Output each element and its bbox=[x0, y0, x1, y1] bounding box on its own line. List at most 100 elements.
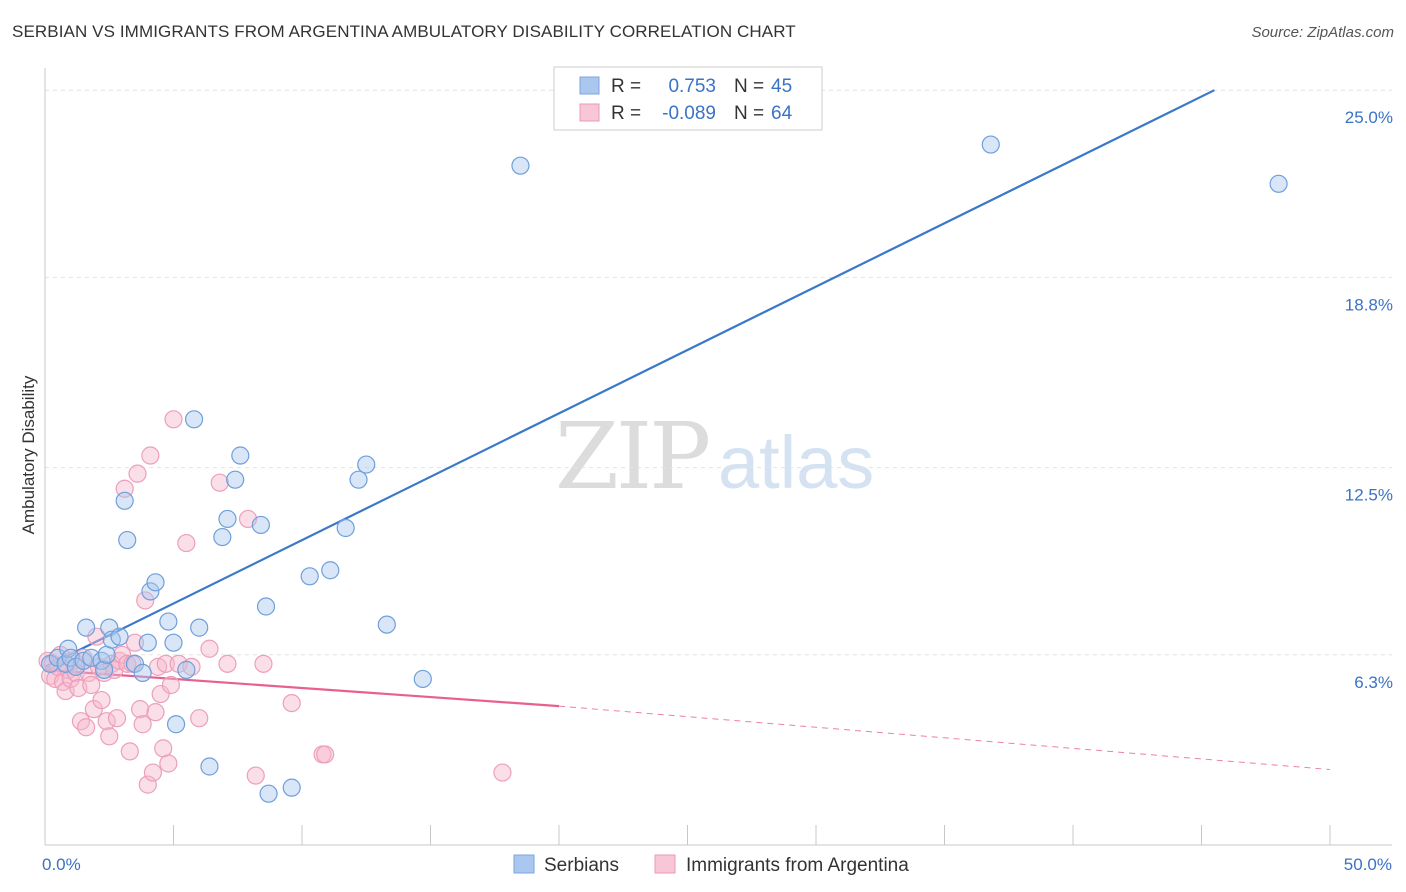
legend-r-label-1: R = bbox=[611, 76, 641, 97]
point-argentina-27 bbox=[107, 709, 127, 728]
trend-line-0 bbox=[44, 89, 1215, 668]
point-serbians-15 bbox=[115, 491, 134, 510]
point-argentina-15 bbox=[77, 718, 96, 737]
trend-line-extension-1 bbox=[558, 705, 1331, 771]
bottom-legend-swatch-argentina bbox=[654, 854, 676, 874]
point-serbians-32 bbox=[231, 446, 250, 465]
point-serbians-7 bbox=[77, 618, 96, 637]
point-argentina-45 bbox=[154, 739, 173, 758]
point-serbians-38 bbox=[321, 561, 340, 580]
point-serbians-39 bbox=[336, 518, 355, 538]
point-serbians-31 bbox=[226, 470, 245, 489]
bottom-legend-label-serbians: Serbians bbox=[544, 855, 619, 876]
point-argentina-21 bbox=[92, 690, 111, 710]
watermark-zip: ZIP bbox=[555, 403, 708, 510]
point-serbians-46 bbox=[1269, 174, 1288, 193]
point-argentina-55 bbox=[210, 473, 229, 492]
tick-labels: 6.3% 12.5% 18.8% 25.0% 0.0% 50.0% bbox=[42, 108, 1393, 874]
legend-r-value-1: 0.753 bbox=[668, 76, 716, 97]
legend-n-value-1: 45 bbox=[771, 76, 792, 97]
source-credit: Source: ZipAtlas.com bbox=[1251, 24, 1394, 41]
point-serbians-14 bbox=[110, 627, 129, 646]
x-tick-label-0: 0.0% bbox=[42, 855, 81, 874]
point-serbians-30 bbox=[218, 509, 237, 529]
point-argentina-49 bbox=[164, 410, 183, 429]
point-argentina-31 bbox=[118, 654, 137, 673]
point-serbians-36 bbox=[282, 778, 301, 797]
point-serbians-37 bbox=[300, 567, 319, 586]
point-serbians-41 bbox=[357, 455, 376, 474]
watermark-atlas: atlas bbox=[718, 421, 874, 504]
point-argentina-59 bbox=[254, 654, 273, 673]
point-serbians-23 bbox=[164, 633, 183, 652]
point-serbians-21 bbox=[146, 573, 165, 592]
legend-r-label-2: R = bbox=[611, 103, 641, 124]
chart-title: SERBIAN VS IMMIGRANTS FROM ARGENTINA AMB… bbox=[12, 22, 796, 41]
x-tick-label-1: 50.0% bbox=[1344, 855, 1392, 874]
point-serbians-28 bbox=[200, 757, 219, 776]
legend-n-value-2: 64 bbox=[771, 103, 793, 124]
point-argentina-24 bbox=[100, 727, 119, 746]
point-argentina-32 bbox=[120, 742, 139, 761]
data-points bbox=[38, 135, 1288, 803]
point-argentina-60 bbox=[282, 693, 301, 713]
point-argentina-42 bbox=[146, 703, 165, 722]
y-axis-label: Ambulatory Disability bbox=[19, 375, 38, 534]
point-serbians-26 bbox=[184, 410, 204, 429]
point-argentina-58 bbox=[246, 766, 265, 785]
y-tick-label-3: 25.0% bbox=[1345, 108, 1393, 127]
point-serbians-27 bbox=[190, 618, 209, 637]
point-serbians-16 bbox=[118, 530, 137, 550]
point-serbians-19 bbox=[138, 633, 157, 652]
bottom-legend-swatch-serbians bbox=[513, 854, 535, 874]
point-argentina-62 bbox=[316, 745, 335, 764]
point-argentina-19 bbox=[87, 627, 106, 646]
point-argentina-39 bbox=[138, 775, 157, 794]
point-argentina-34 bbox=[125, 633, 145, 652]
y-tick-label-2: 18.8% bbox=[1345, 295, 1393, 314]
legend-n-label-2: N = bbox=[734, 103, 764, 124]
point-argentina-46 bbox=[156, 654, 175, 673]
point-serbians-44 bbox=[511, 156, 530, 175]
point-argentina-35 bbox=[128, 464, 147, 483]
point-serbians-45 bbox=[981, 135, 1000, 154]
point-serbians-11 bbox=[97, 645, 116, 664]
point-argentina-51 bbox=[177, 533, 196, 553]
point-serbians-10 bbox=[95, 660, 114, 679]
y-tick-label-0: 6.3% bbox=[1354, 673, 1393, 692]
series-legend: Serbians Immigrants from Argentina bbox=[513, 854, 909, 876]
point-argentina-44 bbox=[151, 684, 170, 704]
point-argentina-17 bbox=[82, 675, 101, 695]
point-argentina-41 bbox=[143, 763, 163, 782]
legend-swatch-argentina bbox=[579, 103, 600, 122]
axes bbox=[44, 68, 1392, 846]
legend-swatch-serbians bbox=[579, 76, 600, 95]
point-argentina-23 bbox=[97, 712, 116, 731]
point-argentina-40 bbox=[141, 446, 160, 465]
trend-lines bbox=[44, 89, 1331, 771]
point-serbians-35 bbox=[259, 784, 278, 803]
point-serbians-40 bbox=[349, 470, 368, 489]
point-serbians-34 bbox=[256, 597, 276, 616]
grid-lines bbox=[45, 89, 1392, 656]
point-serbians-25 bbox=[177, 660, 196, 679]
point-serbians-33 bbox=[251, 515, 270, 535]
point-argentina-53 bbox=[190, 709, 209, 728]
point-serbians-24 bbox=[166, 715, 186, 734]
point-serbians-20 bbox=[141, 582, 160, 601]
point-serbians-22 bbox=[159, 612, 178, 631]
correlation-legend: R = 0.753 N = 45 R = -0.089 N = 64 bbox=[553, 66, 823, 131]
point-serbians-42 bbox=[377, 615, 396, 634]
point-argentina-47 bbox=[159, 754, 178, 773]
legend-n-label-1: N = bbox=[734, 76, 764, 97]
point-argentina-63 bbox=[493, 763, 512, 782]
trend-line-1 bbox=[44, 668, 560, 708]
y-tick-label-1: 12.5% bbox=[1345, 486, 1393, 505]
point-argentina-29 bbox=[112, 645, 132, 664]
point-argentina-38 bbox=[136, 591, 155, 610]
point-serbians-18 bbox=[133, 663, 152, 683]
bottom-legend-label-argentina: Immigrants from Argentina bbox=[686, 855, 909, 876]
point-serbians-43 bbox=[413, 669, 432, 689]
point-serbians-8 bbox=[82, 648, 101, 667]
